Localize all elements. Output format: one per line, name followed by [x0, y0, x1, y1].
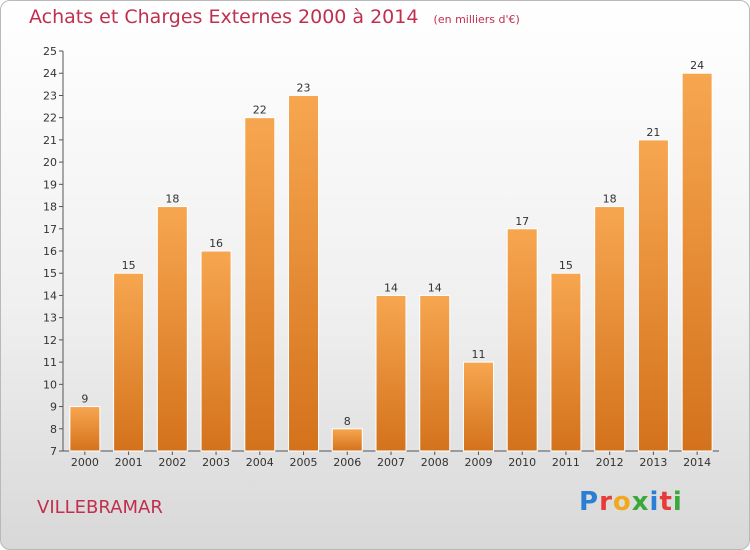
bar [156, 206, 188, 452]
bar [200, 250, 232, 452]
chart-subtitle: (en milliers d'€) [433, 13, 520, 26]
y-tick-label: 25 [43, 45, 57, 58]
logo-letter: r [599, 487, 613, 517]
y-tick-label: 14 [43, 289, 57, 302]
chart-title: Achats et Charges Externes 2000 à 2014 [29, 6, 419, 28]
bar-value-label: 24 [690, 59, 704, 72]
y-tick-label: 15 [43, 267, 57, 280]
y-tick-label: 13 [43, 312, 57, 325]
y-tick-label: 21 [43, 134, 57, 147]
bar-value-label: 18 [165, 193, 179, 206]
bar [69, 406, 101, 452]
logo-letter: i [672, 487, 683, 517]
y-tick-label: 24 [43, 67, 57, 80]
x-tick-label: 2013 [639, 456, 667, 469]
y-tick-label: 9 [50, 401, 57, 414]
logo-letter: t [659, 487, 673, 517]
y-tick-label: 12 [43, 334, 57, 347]
y-tick-label: 16 [43, 245, 57, 258]
x-tick-label: 2001 [115, 456, 143, 469]
logo-letter: i [649, 487, 660, 517]
bar-value-label: 16 [209, 237, 223, 250]
bar [550, 272, 582, 452]
proxiti-logo: Proxiti [579, 487, 683, 517]
bar [594, 206, 626, 452]
x-tick-label: 2010 [508, 456, 536, 469]
bar-value-label: 22 [253, 104, 267, 117]
bar [462, 361, 494, 452]
bars-group: 9 15 18 16 22 23 8 14 14 11 17 15 18 21 24 [69, 59, 713, 452]
x-tick-label: 2009 [464, 456, 492, 469]
y-tick-label: 23 [43, 89, 57, 102]
bar [681, 72, 713, 452]
y-tick-label: 20 [43, 156, 57, 169]
bar [419, 294, 451, 452]
bar [244, 117, 276, 452]
x-tick-label: 2000 [71, 456, 99, 469]
y-tick-label: 19 [43, 178, 57, 191]
bar-value-label: 18 [603, 193, 617, 206]
x-tick-label: 2004 [246, 456, 274, 469]
bar [375, 294, 407, 452]
x-tick-label: 2008 [421, 456, 449, 469]
x-tick-label: 2012 [596, 456, 624, 469]
y-tick-label: 22 [43, 112, 57, 125]
y-tick-label: 7 [50, 445, 57, 458]
bar-value-label: 15 [122, 259, 136, 272]
bar-value-label: 21 [646, 126, 660, 139]
y-tick-label: 18 [43, 201, 57, 214]
bar [113, 272, 145, 452]
x-tick-label: 2003 [202, 456, 230, 469]
bar [637, 139, 669, 452]
bar [506, 228, 538, 452]
y-tick-label: 8 [50, 423, 57, 436]
commune-name: VILLEBRAMAR [37, 497, 163, 518]
x-tick-label: 2007 [377, 456, 405, 469]
bar-value-label: 11 [471, 348, 485, 361]
bar-value-label: 15 [559, 259, 573, 272]
bar [331, 428, 363, 452]
x-tick-label: 2006 [333, 456, 361, 469]
x-tick-label: 2014 [683, 456, 711, 469]
bar-value-label: 14 [384, 281, 398, 294]
y-tick-label: 11 [43, 356, 57, 369]
bar-value-label: 8 [344, 415, 351, 428]
x-tick-label: 2002 [158, 456, 186, 469]
bar-value-label: 9 [81, 393, 88, 406]
title-row: Achats et Charges Externes 2000 à 2014 (… [29, 6, 520, 28]
bar [288, 94, 320, 452]
y-tick-label: 10 [43, 378, 57, 391]
logo-letter: x [631, 487, 650, 517]
logo-letter: o [612, 487, 632, 517]
bar-value-label: 23 [297, 81, 311, 94]
x-tick-label: 2011 [552, 456, 580, 469]
y-tick-label: 17 [43, 223, 57, 236]
bar-value-label: 17 [515, 215, 529, 228]
bar-value-label: 14 [428, 281, 442, 294]
x-tick-label: 2005 [290, 456, 318, 469]
logo-letter: P [579, 487, 600, 517]
